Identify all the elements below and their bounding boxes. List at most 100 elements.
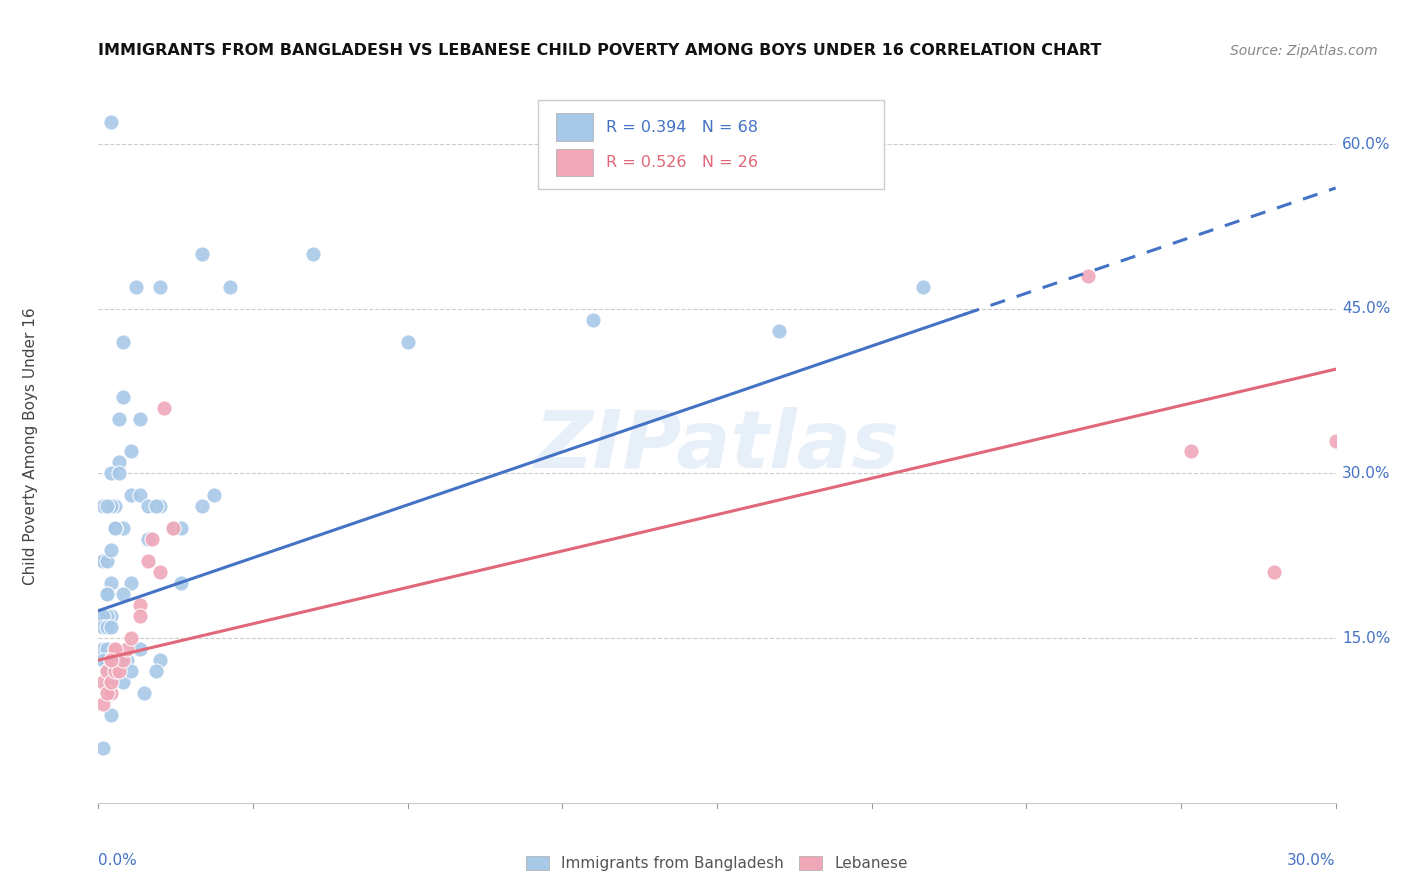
Point — [153, 401, 176, 415]
Point — [149, 653, 172, 667]
Point — [91, 675, 114, 690]
Point — [149, 500, 172, 514]
Point — [912, 280, 935, 294]
Point — [108, 664, 131, 678]
FancyBboxPatch shape — [557, 149, 593, 177]
Point — [104, 642, 127, 657]
Point — [108, 411, 131, 425]
Point — [136, 533, 159, 547]
Point — [128, 411, 150, 425]
Point — [1180, 444, 1202, 458]
Point — [104, 642, 127, 657]
Point — [100, 609, 122, 624]
Point — [117, 642, 139, 657]
Text: 0.0%: 0.0% — [98, 853, 138, 868]
Point — [136, 554, 159, 568]
Point — [96, 620, 118, 634]
Point — [128, 598, 150, 612]
Point — [582, 312, 605, 326]
Point — [104, 521, 127, 535]
Point — [162, 521, 184, 535]
Text: R = 0.526   N = 26: R = 0.526 N = 26 — [606, 155, 758, 170]
Point — [96, 664, 118, 678]
Text: ZIPatlas: ZIPatlas — [534, 407, 900, 485]
Point — [136, 500, 159, 514]
Text: Child Poverty Among Boys Under 16: Child Poverty Among Boys Under 16 — [22, 307, 38, 585]
Point — [112, 653, 135, 667]
Point — [117, 653, 139, 667]
Point — [104, 521, 127, 535]
Point — [112, 390, 135, 404]
Point — [96, 587, 118, 601]
Point — [1324, 434, 1347, 448]
Point — [91, 642, 114, 657]
Point — [162, 521, 184, 535]
Point — [302, 247, 325, 261]
Point — [91, 740, 114, 755]
Point — [100, 500, 122, 514]
Point — [96, 686, 118, 700]
Point — [120, 631, 142, 645]
Point — [100, 576, 122, 591]
Text: 15.0%: 15.0% — [1341, 631, 1391, 646]
Point — [96, 642, 118, 657]
Text: Source: ZipAtlas.com: Source: ZipAtlas.com — [1230, 44, 1378, 58]
Point — [96, 554, 118, 568]
Point — [190, 500, 212, 514]
Point — [190, 247, 212, 261]
Point — [128, 488, 150, 502]
Point — [120, 444, 142, 458]
Point — [128, 642, 150, 657]
Point — [100, 675, 122, 690]
Point — [149, 566, 172, 580]
Text: 30.0%: 30.0% — [1288, 853, 1336, 868]
Point — [112, 334, 135, 349]
Point — [96, 587, 118, 601]
Point — [100, 708, 122, 723]
Point — [100, 675, 122, 690]
Point — [100, 653, 122, 667]
Point — [120, 488, 142, 502]
Point — [100, 467, 122, 481]
Point — [124, 280, 146, 294]
Point — [104, 653, 127, 667]
Point — [91, 609, 114, 624]
Point — [91, 697, 114, 711]
Point — [768, 324, 790, 338]
Text: 30.0%: 30.0% — [1341, 466, 1391, 481]
Point — [108, 653, 131, 667]
Point — [120, 664, 142, 678]
Point — [91, 554, 114, 568]
Point — [96, 500, 118, 514]
Point — [108, 467, 131, 481]
Point — [149, 280, 172, 294]
Point — [100, 620, 122, 634]
Point — [170, 576, 193, 591]
Point — [104, 500, 127, 514]
Point — [112, 521, 135, 535]
Point — [96, 609, 118, 624]
Point — [100, 653, 122, 667]
Point — [170, 521, 193, 535]
Legend: Immigrants from Bangladesh, Lebanese: Immigrants from Bangladesh, Lebanese — [520, 850, 914, 877]
Point — [104, 664, 127, 678]
Point — [141, 533, 163, 547]
Point — [96, 653, 118, 667]
FancyBboxPatch shape — [557, 113, 593, 141]
Point — [396, 334, 419, 349]
Text: 45.0%: 45.0% — [1341, 301, 1391, 317]
Point — [100, 543, 122, 558]
Text: IMMIGRANTS FROM BANGLADESH VS LEBANESE CHILD POVERTY AMONG BOYS UNDER 16 CORRELA: IMMIGRANTS FROM BANGLADESH VS LEBANESE C… — [98, 43, 1102, 58]
FancyBboxPatch shape — [537, 100, 884, 189]
Point — [120, 576, 142, 591]
Point — [145, 664, 167, 678]
Point — [112, 587, 135, 601]
Point — [145, 500, 167, 514]
Point — [1263, 566, 1285, 580]
Point — [96, 664, 118, 678]
Point — [132, 686, 155, 700]
Point — [108, 455, 131, 469]
Point — [112, 675, 135, 690]
Point — [100, 115, 122, 129]
Point — [100, 686, 122, 700]
